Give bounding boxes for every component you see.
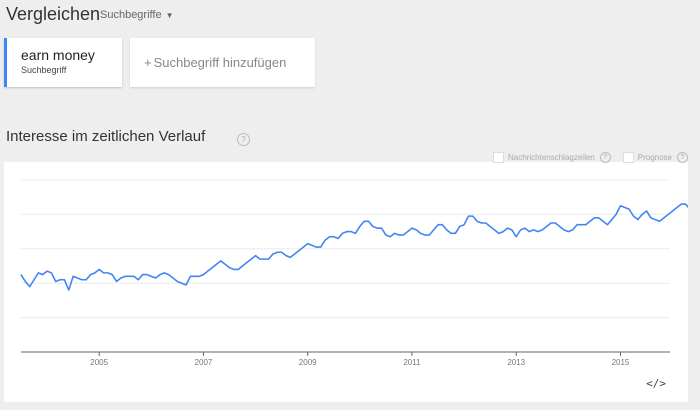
chart-options: Nachrichtenschlagzeilen ? Prognose ?	[481, 152, 688, 163]
compare-mode-label: Suchbegriffe	[100, 9, 162, 21]
line-chart: 2005 2007 2009 2011 2013 2015	[20, 179, 688, 367]
search-term-card[interactable]: earn money Suchbegriff	[4, 38, 122, 87]
add-search-term-label: Suchbegriff hinzufügen	[153, 55, 287, 70]
x-tick-label-2007: 2007	[195, 358, 213, 367]
news-headlines-checkbox[interactable]	[493, 152, 505, 163]
interest-over-time-chart: Nachrichtenschlagzeilen ? Prognose ? 200…	[4, 152, 688, 402]
search-term-name: earn money	[21, 47, 95, 63]
x-tick-label-2011: 2011	[403, 358, 421, 367]
x-tick-label-2015: 2015	[612, 358, 630, 367]
x-tick-label-2005: 2005	[90, 358, 108, 367]
forecast-help-icon[interactable]: ?	[677, 152, 688, 163]
plus-icon: +	[144, 55, 152, 70]
forecast-option[interactable]: Prognose ?	[622, 152, 688, 163]
section-title: Interesse im zeitlichen Verlauf	[6, 128, 206, 145]
embed-code-icon[interactable]: </>	[646, 377, 666, 390]
forecast-label: Prognose	[637, 153, 672, 162]
x-tick-label-2013: 2013	[507, 358, 525, 367]
help-icon[interactable]: ?	[237, 133, 250, 146]
page-title: Vergleichen	[6, 4, 101, 24]
series-line-1	[20, 203, 688, 291]
news-headlines-help-icon[interactable]: ?	[599, 152, 611, 163]
x-tick-label-2009: 2009	[299, 358, 317, 367]
search-term-type: Suchbegriff	[21, 65, 67, 75]
compare-mode-dropdown[interactable]: Suchbegriffe ▼	[100, 9, 174, 21]
news-headlines-option[interactable]: Nachrichtenschlagzeilen ?	[493, 152, 611, 163]
caret-down-icon: ▼	[165, 10, 174, 20]
news-headlines-label: Nachrichtenschlagzeilen	[508, 153, 595, 162]
forecast-checkbox[interactable]	[622, 152, 634, 163]
add-search-term-button[interactable]: + Suchbegriff hinzufügen	[130, 38, 315, 87]
